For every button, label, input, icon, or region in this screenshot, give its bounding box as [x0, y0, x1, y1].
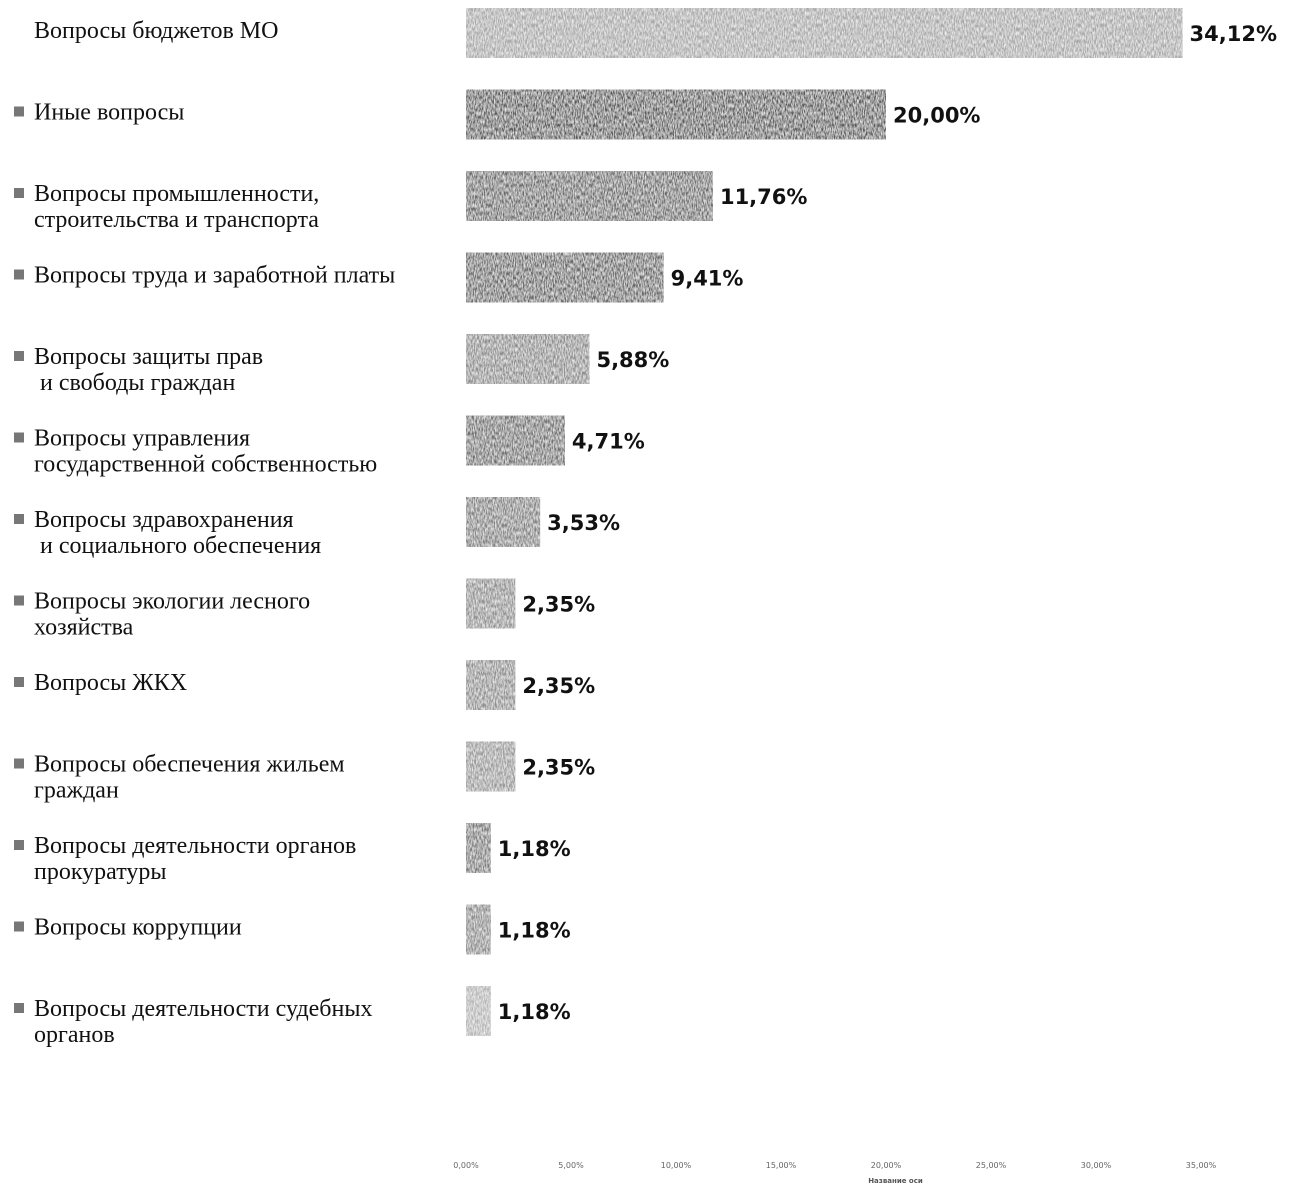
bar-data-label: 20,00%	[893, 104, 980, 128]
bar-data-label: 1,18%	[498, 919, 571, 943]
bar-data-label: 2,35%	[522, 756, 595, 780]
category-label-line: Вопросы промышленности,	[34, 181, 319, 207]
bar-data-label: 11,76%	[720, 185, 807, 209]
category-label: Вопросы экологии лесного хозяйства	[34, 589, 310, 641]
category-label: Вопросы здравохранения и социального обе…	[34, 507, 321, 559]
category-label-line: Вопросы обеспечения жильем	[34, 752, 345, 778]
category-label-line: граждан	[34, 778, 119, 804]
legend-marker	[14, 351, 24, 361]
bar	[466, 252, 664, 303]
category-label-line: хозяйства	[34, 615, 134, 641]
category-label: Вопросы деятельности органов прокуратуры	[34, 833, 356, 885]
category-label-line: строительства и транспорта	[34, 207, 319, 233]
category-label-line: Вопросы экологии лесного	[34, 589, 310, 615]
category-label: Вопросы коррупции	[34, 915, 242, 941]
legend-marker	[14, 921, 24, 932]
x-tick-label: 30,00%	[1081, 1161, 1112, 1170]
x-axis: Название оси 0,00% 5,00% 10,00% 15,00% 20,00…	[453, 1161, 1216, 1185]
bar	[466, 578, 516, 629]
bar	[466, 741, 516, 792]
category-label: Вопросы деятельности судебных органов	[34, 996, 372, 1048]
legend-marker	[14, 269, 24, 280]
category-label-line: и социального обеспечения	[34, 533, 321, 559]
x-tick-label: 25,00%	[976, 1161, 1007, 1170]
category-label: Вопросы бюджетов МО	[34, 18, 278, 44]
data-labels: 34,12% 20,00% 11,76% 9,41% 5,88% 4,71% 3,53% 2,…	[498, 22, 1277, 1024]
legend-marker	[14, 1003, 24, 1013]
bar	[466, 660, 516, 710]
category-label-line: Вопросы ЖКХ	[34, 670, 187, 696]
bar-data-label: 1,18%	[498, 1000, 571, 1024]
bar-data-label: 9,41%	[671, 267, 744, 291]
bar-data-label: 1,18%	[498, 837, 571, 861]
category-label: Вопросы промышленности, строительства и т…	[34, 181, 319, 233]
bar	[466, 823, 491, 873]
legend-marker	[14, 106, 24, 117]
category-label-line: Вопросы здравохранения	[34, 507, 294, 533]
bar	[466, 904, 491, 955]
category-label: Вопросы управления государственной собств…	[34, 426, 377, 478]
category-labels: Вопросы бюджетов МО Иные вопросы Вопросы п…	[14, 18, 395, 1048]
bar	[466, 334, 590, 384]
x-tick-label: 35,00%	[1186, 1161, 1217, 1170]
bar-data-label: 2,35%	[522, 674, 595, 698]
bar	[466, 171, 713, 221]
bar	[466, 89, 886, 140]
legend-marker	[14, 758, 24, 769]
bar-data-label: 4,71%	[572, 430, 645, 454]
category-label: Иные вопросы	[34, 100, 184, 126]
x-tick-label: 5,00%	[558, 1161, 584, 1170]
category-label: Вопросы защиты прав и свободы граждан	[34, 344, 263, 396]
category-label-line: органов	[34, 1022, 115, 1048]
category-label-line: Иные вопросы	[34, 100, 184, 126]
legend-marker	[14, 677, 24, 687]
bar	[466, 986, 491, 1036]
category-label: Вопросы обеспечения жильем граждан	[34, 752, 345, 804]
bar	[466, 415, 565, 466]
bars-layer	[466, 8, 1183, 1036]
bar-data-label: 34,12%	[1190, 22, 1277, 46]
legend-marker	[14, 432, 24, 443]
x-tick-label: 10,00%	[661, 1161, 692, 1170]
bar-data-label: 2,35%	[522, 593, 595, 617]
legend-marker	[14, 188, 24, 198]
category-label-line: Вопросы деятельности судебных	[34, 996, 372, 1022]
bar-data-label: 3,53%	[547, 511, 620, 535]
category-label: Вопросы ЖКХ	[34, 670, 187, 696]
category-label-line: и свободы граждан	[34, 370, 235, 396]
bar	[466, 497, 541, 547]
category-label-line: прокуратуры	[34, 859, 167, 885]
x-tick-label: 0,00%	[453, 1161, 479, 1170]
legend-marker	[14, 514, 24, 524]
x-tick-label: 15,00%	[766, 1161, 797, 1170]
x-axis-title: Название оси	[868, 1177, 923, 1185]
category-label-line: государственной собственностью	[34, 452, 377, 478]
category-label-line: Вопросы деятельности органов	[34, 833, 356, 859]
category-label-line: Вопросы бюджетов МО	[34, 18, 278, 44]
category-label-line: Вопросы труда и заработной платы	[34, 263, 395, 289]
category-label-line: Вопросы защиты прав	[34, 344, 263, 370]
x-tick-label: 20,00%	[871, 1161, 902, 1170]
bar	[466, 8, 1183, 58]
category-label-line: Вопросы коррупции	[34, 915, 242, 941]
category-label-line: Вопросы управления	[34, 426, 250, 452]
category-label: Вопросы труда и заработной платы	[34, 263, 395, 289]
bar-data-label: 5,88%	[596, 348, 669, 372]
legend-marker	[14, 840, 24, 850]
legend-marker	[14, 595, 24, 606]
